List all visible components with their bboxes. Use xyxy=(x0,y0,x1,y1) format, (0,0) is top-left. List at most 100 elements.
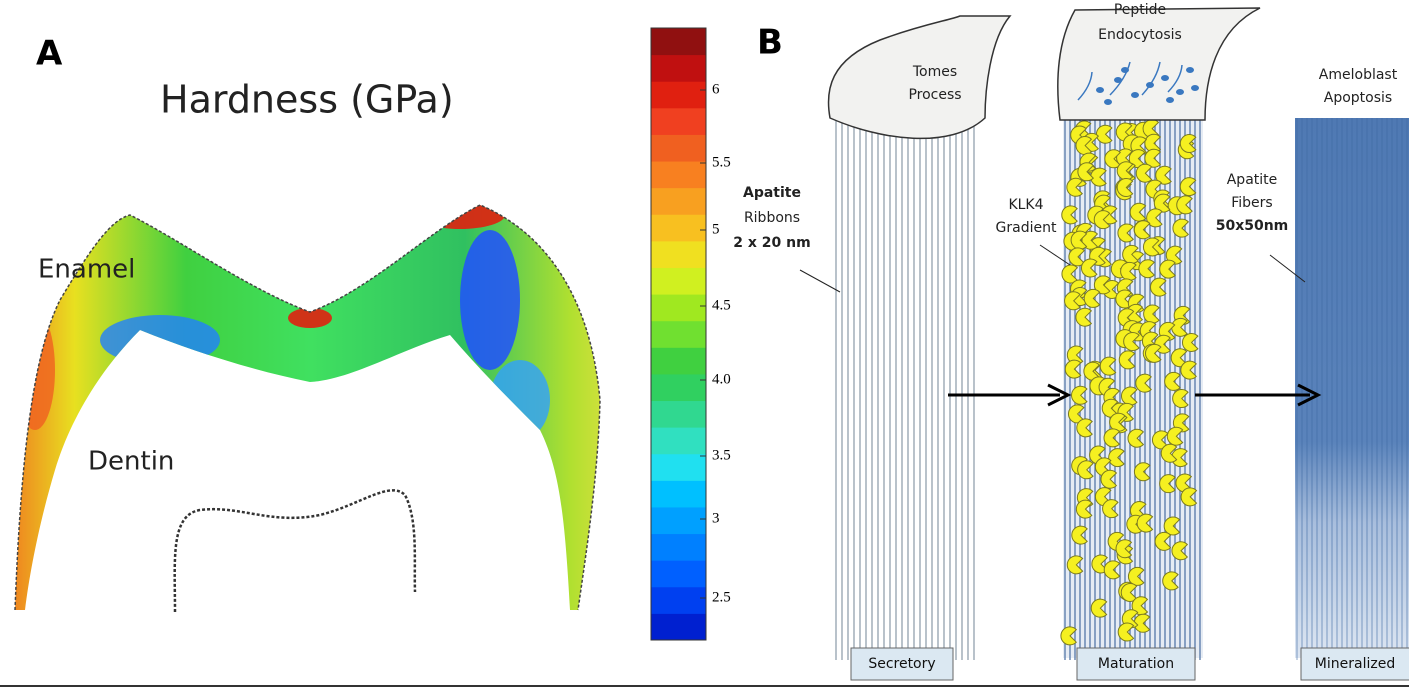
klk4-enzyme xyxy=(1080,258,1098,278)
uptake-arrow xyxy=(1109,61,1131,96)
klk4-enzyme xyxy=(1165,245,1183,265)
klk4-enzyme xyxy=(1117,223,1135,243)
klk4-enzyme xyxy=(1144,343,1162,363)
stage-box xyxy=(1076,647,1196,681)
colorbar-label: 6 xyxy=(712,81,720,97)
klk4-enzyme xyxy=(1070,230,1088,250)
klk4-enzyme xyxy=(1133,220,1151,240)
peptide xyxy=(1104,99,1112,105)
klk4-enzyme xyxy=(1083,288,1101,308)
colorbar-band xyxy=(651,373,706,402)
klk4-enzyme xyxy=(1060,626,1078,646)
klk4-enzyme xyxy=(1120,386,1138,406)
klk4-enzyme xyxy=(1133,462,1151,482)
uptake-arrow xyxy=(1077,71,1093,101)
colorbar-label: 4.5 xyxy=(712,297,731,313)
klk4-enzyme xyxy=(1120,261,1137,281)
colorbar-band xyxy=(651,506,706,535)
klk4-enzyme xyxy=(1077,460,1094,480)
soft-region xyxy=(100,315,220,365)
klk4-enzyme xyxy=(1066,555,1084,575)
colorbar-band xyxy=(651,613,706,641)
peptide xyxy=(1186,67,1194,73)
klk4-enzyme xyxy=(1064,291,1081,311)
klk4-enzyme xyxy=(1135,163,1153,183)
klk4-enzyme xyxy=(1108,448,1125,468)
maturation-column xyxy=(1060,118,1203,660)
annotation: 2 x 20 nm xyxy=(733,235,810,251)
colorbar-label: 5 xyxy=(712,221,720,237)
colorbar-band xyxy=(651,560,706,588)
klk4-enzyme xyxy=(1066,177,1083,197)
colorbar-label: 5.5 xyxy=(712,154,731,170)
pointer xyxy=(1039,244,1071,266)
annotation: Gradient xyxy=(996,220,1057,236)
colorbar-band xyxy=(651,240,706,268)
klk4-enzyme xyxy=(1117,622,1135,642)
hard-region xyxy=(15,310,55,430)
klk4-enzyme xyxy=(1090,598,1108,618)
klk4-enzyme xyxy=(1179,177,1197,197)
klk4-enzyme xyxy=(1075,307,1093,327)
klk4-enzyme xyxy=(1142,237,1160,257)
klk4-enzyme xyxy=(1146,208,1163,228)
klk4-enzyme xyxy=(1123,332,1140,352)
klk4-enzyme xyxy=(1068,247,1086,267)
arrows xyxy=(948,383,1322,407)
colorbar-band xyxy=(651,81,706,109)
peptide xyxy=(1096,87,1104,93)
colorbar-band xyxy=(651,161,706,189)
klk4-enzyme xyxy=(1166,426,1184,446)
colorbar-frame xyxy=(650,27,707,641)
colorbar-band xyxy=(651,54,706,82)
mineralized-column xyxy=(1295,118,1409,660)
klk4-enzyme xyxy=(1171,541,1189,561)
annotation: Endocytosis xyxy=(1098,27,1182,43)
klk4-enzyme xyxy=(1093,275,1111,295)
annotation: Apatite xyxy=(1227,172,1278,188)
klk4-enzyme xyxy=(1104,149,1121,169)
klk4-enzyme xyxy=(1163,516,1181,536)
klk4-enzyme xyxy=(1144,148,1161,168)
klk4-enzyme xyxy=(1127,428,1145,448)
klk4-enzyme xyxy=(1181,332,1199,352)
colorbar-band xyxy=(651,294,706,322)
colorbar-band xyxy=(651,586,706,614)
klk4-enzyme xyxy=(1127,566,1145,586)
klk4-enzyme xyxy=(1091,554,1108,574)
region-label: Dentin xyxy=(88,447,174,477)
colorbar-label: 2.5 xyxy=(712,589,731,605)
klk4-enzyme xyxy=(1155,165,1172,185)
klk4-enzyme xyxy=(1116,178,1134,198)
klk4-enzyme xyxy=(1103,560,1121,580)
klk4-enzyme xyxy=(1075,499,1093,519)
secretory-column xyxy=(835,118,975,660)
peptide xyxy=(1114,77,1122,83)
klk4-enzyme xyxy=(1103,428,1121,448)
klk4-enzyme xyxy=(1109,412,1126,432)
klk4-enzyme xyxy=(1159,474,1176,494)
klk4-enzyme xyxy=(1159,259,1176,279)
klk4-enzyme xyxy=(1071,385,1088,405)
colorbar-label: 3 xyxy=(712,510,720,526)
klk4-enzyme xyxy=(1076,418,1093,438)
soft-region xyxy=(460,230,520,370)
klk4-enzyme xyxy=(1135,373,1152,393)
annotation: Apoptosis xyxy=(1324,90,1392,106)
klk4-enzyme xyxy=(1160,443,1178,463)
klk4-enzyme xyxy=(1071,525,1088,545)
colorbar-band xyxy=(651,28,706,56)
arrow-head xyxy=(1297,383,1322,407)
klk4-enzyme xyxy=(1162,571,1179,591)
hard-region xyxy=(415,205,505,229)
pointer xyxy=(1269,254,1306,283)
colorbar-label: 4.0 xyxy=(712,371,731,387)
soft-region xyxy=(490,360,550,440)
tooth-outline xyxy=(14,204,601,611)
klk4-enzyme xyxy=(1122,244,1139,264)
tomes-process xyxy=(827,15,1012,140)
klk4-enzyme xyxy=(1143,304,1160,324)
annotation: 50x50nm xyxy=(1216,218,1289,234)
klk4-enzyme xyxy=(1176,195,1193,215)
colorbar-band xyxy=(651,214,706,242)
